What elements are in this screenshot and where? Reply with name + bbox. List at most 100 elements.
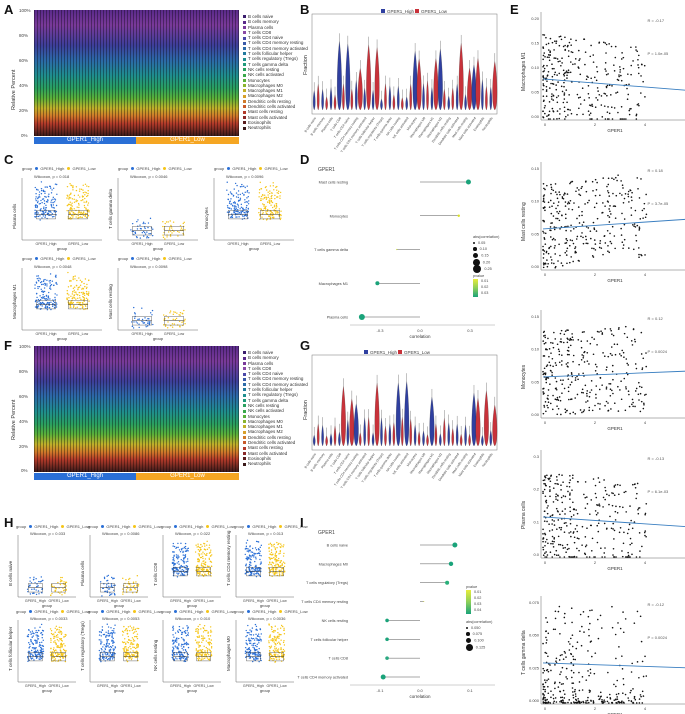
scatter-point bbox=[640, 331, 643, 334]
scatter-point bbox=[575, 190, 577, 193]
scatter-point bbox=[557, 554, 560, 556]
scatter-point bbox=[552, 697, 555, 700]
jitter-point bbox=[58, 626, 61, 629]
violin-shape bbox=[426, 80, 429, 111]
scatter-point bbox=[630, 64, 633, 67]
jitter-point bbox=[147, 322, 149, 325]
scatter-xlabel: GPER1 bbox=[607, 712, 623, 714]
scatter-point bbox=[627, 73, 629, 75]
jitter-point bbox=[64, 586, 66, 588]
legend-entry: Mast cells activated bbox=[243, 451, 308, 456]
scatter-point bbox=[560, 696, 562, 699]
jitter-point bbox=[84, 183, 87, 185]
scatter-point bbox=[632, 701, 634, 704]
jitter-point bbox=[262, 212, 264, 214]
scatter-point bbox=[645, 365, 648, 368]
jitter-point bbox=[40, 623, 43, 626]
jitter-point bbox=[34, 209, 36, 212]
scatter-point bbox=[596, 99, 599, 101]
jitter-point bbox=[279, 627, 282, 629]
jitter-point bbox=[73, 286, 76, 288]
jitter-point bbox=[138, 323, 140, 325]
scatter-point bbox=[626, 362, 628, 365]
jitter-point bbox=[61, 645, 63, 647]
jitter-point bbox=[184, 649, 187, 652]
jitter-point bbox=[165, 315, 167, 317]
scatter-point bbox=[547, 685, 549, 688]
scatter-point bbox=[608, 382, 610, 385]
legend-dot bbox=[133, 525, 137, 528]
jitter-point bbox=[69, 193, 72, 195]
jitter-point bbox=[178, 650, 180, 652]
scatter-point bbox=[585, 242, 588, 245]
scatter-point bbox=[561, 360, 563, 362]
jitter-point bbox=[257, 633, 260, 635]
scatter-point bbox=[551, 408, 554, 411]
scatter-point bbox=[611, 504, 614, 507]
scatter-point bbox=[543, 52, 546, 54]
jitter-point bbox=[136, 584, 138, 586]
scatter-point bbox=[593, 228, 596, 231]
scatter-point bbox=[553, 247, 556, 249]
jitter-point bbox=[47, 298, 49, 301]
jitter-point bbox=[110, 593, 112, 596]
scatter-point bbox=[542, 548, 545, 551]
scatter-point bbox=[561, 264, 564, 267]
scatter-point bbox=[553, 553, 556, 556]
scatter-point bbox=[566, 485, 568, 488]
jitter-point bbox=[135, 581, 137, 583]
scatter-point bbox=[616, 343, 619, 346]
scatter-point bbox=[544, 651, 547, 654]
scatter-point bbox=[559, 543, 562, 546]
scatter-point bbox=[614, 519, 617, 521]
jitter-point bbox=[178, 643, 180, 645]
jitter-point bbox=[184, 542, 187, 545]
legend-item: GPER1_Low bbox=[168, 166, 192, 171]
scatter-point bbox=[584, 481, 587, 483]
jitter-point bbox=[267, 194, 269, 196]
jitter-point bbox=[252, 646, 254, 649]
jitter-point bbox=[258, 651, 260, 654]
scatter-point bbox=[589, 622, 591, 625]
jitter-point bbox=[187, 568, 190, 570]
violin-shape bbox=[374, 382, 380, 447]
jitter-point bbox=[250, 564, 252, 567]
jitter-point bbox=[181, 643, 183, 646]
scatter-point bbox=[557, 204, 559, 207]
legend-entry: Dendritic cells resting bbox=[243, 435, 308, 440]
jitter-point bbox=[31, 632, 33, 634]
jitter-point bbox=[34, 650, 37, 653]
jitter-point bbox=[275, 206, 278, 208]
scatter-point bbox=[555, 507, 558, 510]
violin-shape bbox=[338, 431, 341, 447]
scatter-point bbox=[570, 51, 573, 53]
jitter-point bbox=[73, 208, 75, 210]
jitter-point bbox=[185, 643, 187, 645]
scatter-point bbox=[572, 694, 574, 696]
jitter-point bbox=[282, 648, 285, 651]
scatter-point bbox=[543, 372, 545, 375]
jitter-point bbox=[209, 631, 212, 633]
violin-shape bbox=[481, 79, 484, 111]
jitter-point bbox=[257, 657, 259, 660]
scatter-point bbox=[611, 626, 614, 629]
jitter-point bbox=[84, 197, 86, 200]
jitter-point bbox=[42, 189, 45, 192]
scatter-point bbox=[564, 513, 566, 515]
jitter-point bbox=[180, 548, 183, 550]
scatter-point bbox=[547, 201, 550, 204]
jitter-point bbox=[106, 640, 108, 642]
legend-swatch bbox=[243, 398, 246, 402]
jitter-point bbox=[136, 236, 138, 239]
scatter-point bbox=[542, 688, 545, 691]
jitter-point bbox=[34, 639, 37, 642]
scatter-point bbox=[576, 93, 579, 96]
scatter-xlabel: GPER1 bbox=[607, 426, 623, 431]
jitter-point bbox=[170, 224, 172, 227]
jitter-point bbox=[250, 631, 252, 633]
jitter-point bbox=[114, 624, 116, 626]
legend-entry: T cells CD4 memory resting bbox=[243, 376, 308, 381]
jitter-point bbox=[54, 298, 56, 301]
jitter-point bbox=[248, 192, 250, 194]
